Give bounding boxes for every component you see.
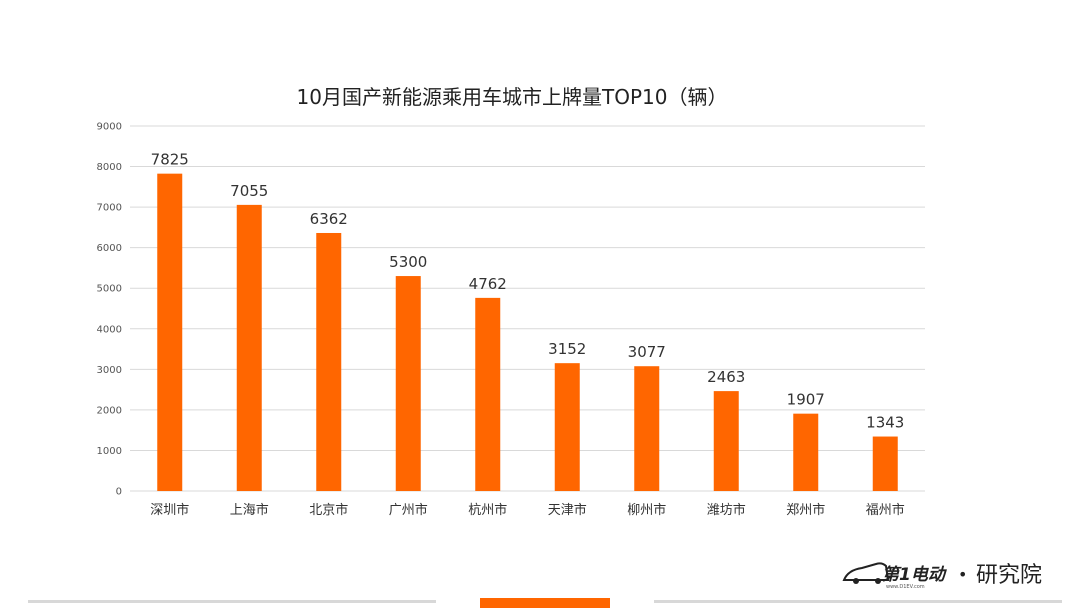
bar — [475, 297, 501, 491]
y-tick-label: 9000 — [97, 122, 122, 133]
footer-accent-bar — [480, 598, 610, 608]
y-tick-label: 3000 — [97, 365, 122, 376]
y-tick-label: 6000 — [97, 243, 122, 254]
data-label: 7055 — [230, 182, 268, 200]
grid — [130, 125, 925, 492]
logo-url: www.D1EV.com — [886, 584, 925, 590]
x-tick-label: 上海市 — [230, 502, 269, 518]
x-tick-label: 柳州市 — [627, 502, 666, 518]
bar — [872, 436, 898, 491]
y-tick-label: 4000 — [97, 324, 122, 335]
bar — [236, 204, 262, 491]
brand-logo: 第1电动 www.D1EV.com • 研究院 — [842, 562, 1042, 590]
bar — [554, 363, 580, 491]
data-labels: 7825 7055 6362 5300 4762 3152 3077 2463 1907 1343 — [151, 151, 905, 432]
data-label: 3152 — [548, 340, 586, 358]
institute-text: 研究院 — [976, 563, 1042, 588]
x-tick-label: 福州市 — [866, 502, 905, 518]
data-label: 7825 — [151, 151, 189, 169]
bars — [157, 173, 898, 492]
y-tick-label: 5000 — [97, 284, 122, 295]
car-wheel-icon — [875, 578, 881, 584]
x-tick-label: 杭州市 — [468, 502, 507, 518]
bar — [634, 366, 660, 491]
data-label: 4762 — [469, 275, 507, 293]
y-tick-label: 8000 — [97, 162, 122, 173]
bar — [713, 391, 739, 491]
logo-text: 第1电动 — [882, 565, 948, 585]
x-axis: 深圳市 上海市 北京市 广州市 杭州市 天津市 柳州市 潍坊市 郑州市 福州市 — [150, 502, 905, 518]
car-icon — [842, 562, 890, 581]
data-label: 1343 — [866, 414, 904, 432]
bar — [157, 173, 183, 491]
chart-title: 10月国产新能源乘用车城市上牌量TOP10（辆） — [297, 85, 728, 109]
data-label: 3077 — [628, 343, 666, 361]
y-tick-label: 2000 — [97, 405, 122, 416]
x-tick-label: 广州市 — [389, 502, 428, 518]
data-label: 2463 — [707, 368, 745, 386]
bar — [793, 413, 819, 491]
y-axis: 0 1000 2000 3000 4000 5000 6000 7000 8000 9000 — [97, 122, 122, 498]
data-label: 5300 — [389, 253, 427, 271]
bar-chart: 10月国产新能源乘用车城市上牌量TOP10（辆） 0 1000 2000 3000 40… — [97, 85, 925, 518]
y-tick-label: 1000 — [97, 446, 122, 457]
car-wheel-icon — [853, 578, 859, 584]
data-label: 1907 — [787, 391, 825, 409]
bar — [316, 232, 342, 492]
x-tick-label: 北京市 — [309, 502, 348, 518]
x-tick-label: 郑州市 — [786, 502, 825, 518]
x-tick-label: 天津市 — [548, 502, 587, 518]
footer-line-right — [654, 600, 1062, 603]
y-tick-label: 7000 — [97, 203, 122, 214]
brand-separator: • — [958, 565, 967, 584]
bar — [395, 276, 421, 491]
x-tick-label: 深圳市 — [150, 502, 189, 518]
y-tick-label: 0 — [116, 487, 122, 498]
x-tick-label: 潍坊市 — [707, 502, 746, 518]
footer-line-left — [28, 600, 436, 603]
data-label: 6362 — [310, 210, 348, 228]
